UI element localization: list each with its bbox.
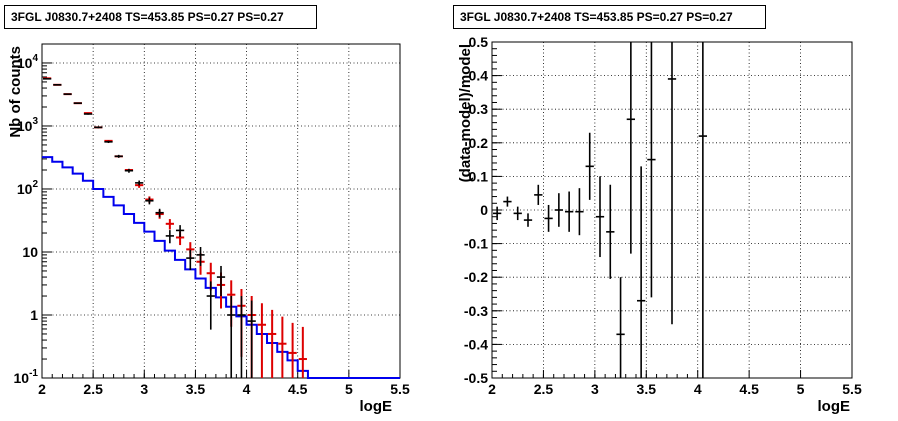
- right-plot-title: 3FGL J0830.7+2408 TS=453.85 PS=0.27 PS=0…: [453, 5, 766, 29]
- x-tick-label: 5: [345, 381, 353, 397]
- y-tick-label: 1: [30, 307, 38, 323]
- x-tick-label: 4: [694, 381, 702, 397]
- y-tick-label: 0: [480, 202, 488, 218]
- plot-frame: [41, 43, 401, 379]
- y-tick-label: 0.2: [469, 135, 489, 151]
- y-tick-label: 0.1: [469, 168, 489, 184]
- counts-plot: 2 2.5 3 3.5 4 4.5 5 5.5 10-1 1 10 102 103 104 logE Nb o…: [7, 43, 410, 415]
- y-tick-label: 10-1: [14, 368, 39, 386]
- x-tick-label: 5: [797, 381, 805, 397]
- x-tick-label: 2.5: [534, 381, 554, 397]
- y-tick-label: 10: [22, 244, 38, 260]
- x-tick-label: 3: [140, 381, 148, 397]
- x-tick-label: 4: [243, 381, 251, 397]
- y-axis-label: Nb of counts: [7, 46, 24, 138]
- x-tick-label: 2: [38, 381, 46, 397]
- x-tick-label: 4.5: [288, 381, 308, 397]
- model-histogram-line: [42, 156, 400, 379]
- y-tick-label: -0.2: [464, 269, 488, 285]
- x-tick-label: 2.5: [83, 381, 103, 397]
- x-tick-label: 5.5: [390, 381, 410, 397]
- x-tick-label: 3.5: [637, 381, 657, 397]
- x-tick-label: 3.5: [186, 381, 206, 397]
- y-tick-label: -0.3: [464, 303, 488, 319]
- y-tick-label: 103: [17, 116, 39, 134]
- left-plot-title: 3FGL J0830.7+2408 TS=453.85 PS=0.27 PS=0…: [4, 5, 317, 29]
- x-axis-label: logE: [360, 398, 393, 415]
- x-tick-label: 3: [591, 381, 599, 397]
- y-tick-label: -0.1: [464, 236, 488, 252]
- y-tick-label: 0.5: [469, 34, 489, 50]
- x-tick-label: 2: [488, 381, 496, 397]
- y-tick-label: 0.3: [469, 101, 489, 117]
- x-tick-label: 5.5: [842, 381, 862, 397]
- y-tick-label: -0.5: [464, 370, 488, 386]
- residuals-plot: 2 2.5 3 3.5 4 4.5 5 5.5 -0.5 -0.4 -0.3 -0.2 -0.1 0 0.1…: [457, 34, 862, 415]
- y-tick-label: -0.4: [464, 336, 488, 352]
- y-axis-label: (data-model)/model: [457, 44, 474, 182]
- y-tick-label: 104: [17, 53, 39, 71]
- x-axis-label: logE: [818, 398, 851, 415]
- y-tick-label: 0.4: [469, 68, 489, 84]
- x-tick-label: 4.5: [739, 381, 759, 397]
- y-tick-label: 102: [17, 179, 39, 197]
